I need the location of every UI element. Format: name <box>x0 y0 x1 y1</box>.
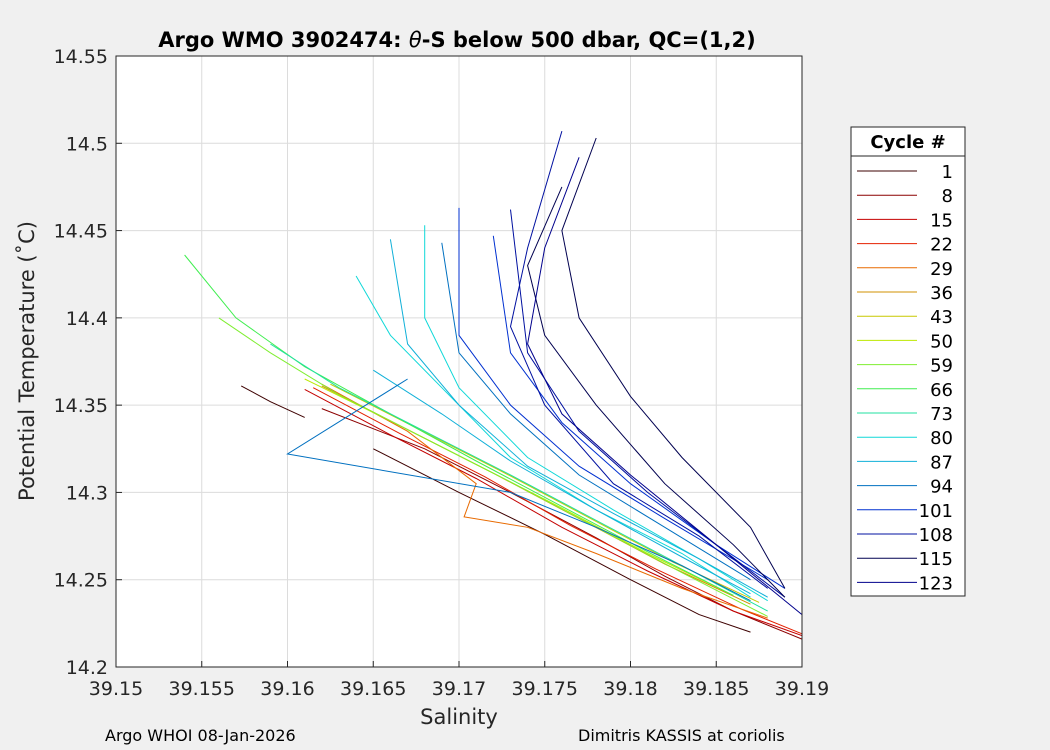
series-line-cycle-87 <box>373 369 751 595</box>
series-line-cycle-123 <box>527 157 803 615</box>
x-tick-label: 39.185 <box>683 678 749 700</box>
y-tick-label: 14.55 <box>54 46 108 68</box>
legend-label: 36 <box>930 283 953 304</box>
legend-label: 29 <box>930 259 953 280</box>
y-tick-label: 14.2 <box>66 657 108 679</box>
legend-label: 43 <box>930 307 953 328</box>
y-tick-label: 14.35 <box>54 395 108 417</box>
legend-label: 15 <box>930 210 953 231</box>
legend-label: 1 <box>942 162 953 183</box>
x-tick-label: 39.17 <box>432 678 486 700</box>
x-axis: 39.15 39.155 39.16 39.165 39.17 39.175 39.18 39… <box>89 661 829 700</box>
x-tick-label: 39.15 <box>89 678 143 700</box>
footer-right: Dimitris KASSIS at coriolis <box>578 726 785 745</box>
legend-label: 50 <box>930 331 953 352</box>
y-tick-label: 14.5 <box>66 133 108 155</box>
y-axis-label: Potential Temperature (˚C) <box>15 221 39 501</box>
x-tick-label: 39.175 <box>512 678 578 700</box>
x-tick-label: 39.155 <box>169 678 235 700</box>
legend-box <box>850 126 966 597</box>
series-line-cycle-108 <box>509 130 769 589</box>
series-line-cycle-94 <box>286 378 751 602</box>
series-line-cycle-1 <box>240 385 305 418</box>
legend-label: 87 <box>930 452 953 473</box>
legend-label: 108 <box>919 525 953 546</box>
y-tick-label: 14.45 <box>54 221 108 243</box>
legend-label: 115 <box>919 549 953 570</box>
y-tick-label: 14.25 <box>54 570 108 592</box>
data-series <box>184 130 803 640</box>
x-tick-label: 39.165 <box>340 678 406 700</box>
series-line-cycle-101 <box>492 235 786 589</box>
series-line-cycle-94 <box>441 242 751 581</box>
legend-label: 8 <box>942 186 953 207</box>
legend-label: 66 <box>930 380 953 401</box>
x-tick-label: 39.19 <box>775 678 829 700</box>
y-tick-label: 14.3 <box>66 482 108 504</box>
legend-label: 101 <box>919 501 953 522</box>
series-line-cycle-115 <box>527 186 786 598</box>
legend: Cycle # 1 8 15 22 29 36 43 50 59 66 73 80 87 94 101 108… <box>850 126 966 597</box>
legend-label: 94 <box>930 477 953 498</box>
x-tick-label: 39.16 <box>260 678 314 700</box>
legend-label: 22 <box>930 235 953 256</box>
y-axis: 14.2 14.25 14.3 14.35 14.4 14.45 14.5 14.55 <box>54 46 122 679</box>
series-line-cycle-115 <box>561 137 786 589</box>
series-line-cycle-1 <box>373 448 751 633</box>
legend-items: 1 8 15 22 29 36 43 50 59 66 73 80 87 94 101 108 115 123 <box>857 162 953 594</box>
x-tick-label: 39.18 <box>603 678 657 700</box>
series-line-cycle-59 <box>218 317 768 617</box>
legend-label: 73 <box>930 404 953 425</box>
x-axis-label: Salinity <box>420 705 498 729</box>
footer-left: Argo WHOI 08-Jan-2026 <box>105 726 296 745</box>
series-line-cycle-87 <box>389 239 768 598</box>
legend-title: Cycle # <box>870 132 945 153</box>
y-tick-label: 14.4 <box>66 308 108 330</box>
legend-label: 123 <box>919 573 953 594</box>
series-line-cycle-29 <box>321 383 768 619</box>
series-line-cycle-80 <box>355 275 751 598</box>
legend-label: 59 <box>930 356 953 377</box>
legend-label: 80 <box>930 428 953 449</box>
series-line-cycle-15 <box>304 388 803 637</box>
series-line-cycle-101 <box>458 207 768 581</box>
chart-title: Argo WMO 3902474: θ-S below 500 dbar, QC… <box>158 28 755 52</box>
